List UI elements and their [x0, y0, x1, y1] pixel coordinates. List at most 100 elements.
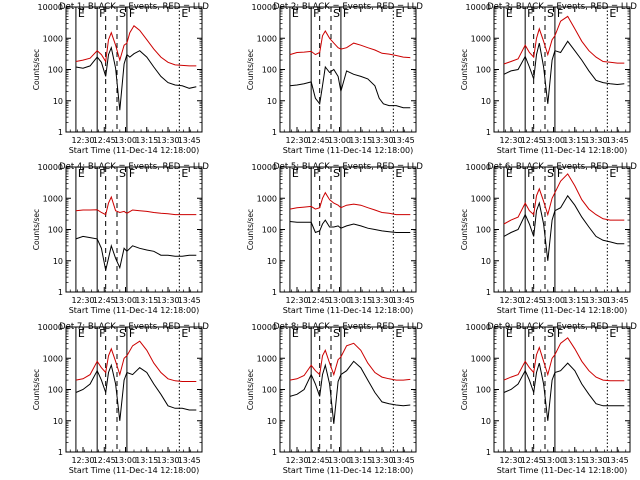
y-tick-label: 10 [267, 417, 277, 426]
x-tick-label: 12:45 [307, 136, 330, 145]
x-tick-label: 13:45 [606, 296, 629, 305]
interval-marker-label: S [547, 167, 554, 180]
panel-title: Det 1: BLACK = Events, RED = LLD [59, 2, 209, 12]
y-axis-label: Counts/sec [32, 369, 41, 410]
x-tick-label: 13:15 [349, 136, 372, 145]
detector-panel-2: 1 10 100 1000 10000 12:3012:4513:0013:1513:30… [246, 2, 423, 155]
interval-marker-label: E [292, 7, 299, 20]
x-tick-label: 13:00 [328, 456, 351, 465]
x-tick-label: 13:45 [606, 456, 629, 465]
lld-series-line [503, 173, 625, 225]
lld-series-line [503, 15, 625, 65]
interval-marker-label: E [506, 327, 513, 340]
y-tick-label: 10 [481, 417, 491, 426]
x-tick-label: 13:30 [156, 296, 179, 305]
x-tick-label: 13:30 [370, 136, 393, 145]
y-tick-label: 100 [476, 66, 491, 75]
y-tick-label: 1000 [257, 354, 277, 363]
plot-frame [65, 326, 203, 453]
x-tick-label: 13:30 [584, 456, 607, 465]
interval-marker-label: E [609, 7, 616, 20]
interval-marker-label: E [78, 327, 85, 340]
y-tick-label: 100 [48, 386, 63, 395]
panel-title: Det 6: BLACK = Events, RED = LLD [487, 162, 637, 172]
interval-marker-label: F [343, 327, 349, 340]
x-tick-label: 13:15 [135, 136, 158, 145]
interval-marker-label: E [506, 167, 513, 180]
detector-panel-7: 1 10 100 1000 10000 12:3012:4513:0013:1513:30… [32, 322, 209, 475]
x-tick-label: 12:45 [93, 296, 116, 305]
y-tick-label: 1000 [43, 354, 63, 363]
y-tick-label: 1 [272, 288, 277, 297]
lld-series-line [503, 337, 625, 382]
x-tick-label: 12:30 [285, 296, 308, 305]
events-series-line [503, 362, 625, 421]
y-tick-label: 1 [272, 448, 277, 457]
events-series-line [75, 363, 197, 421]
y-tick-label: 10 [53, 417, 63, 426]
x-tick-label: 13:30 [584, 296, 607, 305]
interval-marker-label: E [181, 167, 188, 180]
y-axis-label: Counts/sec [460, 209, 469, 250]
x-axis-label: Start Time (11-Dec-14 12:18:00) [497, 306, 628, 315]
y-tick-label: 10000 [38, 323, 63, 332]
detector-panel-8: 1 10 100 1000 10000 12:3012:4513:0013:1513:30… [246, 322, 423, 475]
lld-series-line [75, 340, 197, 382]
y-tick-label: 100 [262, 66, 277, 75]
events-series-line [75, 45, 197, 111]
events-series-line [289, 360, 411, 424]
x-tick-label: 13:45 [392, 456, 415, 465]
lld-series-line [75, 195, 197, 216]
lld-series-line [289, 191, 411, 216]
interval-marker-label: F [557, 167, 563, 180]
x-tick-label: 13:15 [135, 456, 158, 465]
interval-marker-label: E [609, 327, 616, 340]
y-tick-label: 100 [476, 226, 491, 235]
x-tick-label: 12:30 [499, 136, 522, 145]
y-tick-label: 100 [262, 226, 277, 235]
y-tick-label: 1 [486, 448, 491, 457]
interval-marker-label: F [343, 7, 349, 20]
y-tick-label: 10000 [38, 3, 63, 12]
x-tick-label: 12:45 [521, 136, 544, 145]
x-tick-label: 13:00 [114, 296, 137, 305]
plot-frame [279, 6, 417, 133]
x-axis-label: Start Time (11-Dec-14 12:18:00) [69, 466, 200, 475]
detector-panel-5: 1 10 100 1000 10000 12:3012:4513:0013:1513:30… [246, 162, 423, 315]
x-tick-label: 12:30 [71, 136, 94, 145]
panel-title: Det 4: BLACK = Events, RED = LLD [59, 162, 209, 172]
interval-marker-label: S [547, 327, 554, 340]
y-tick-label: 1000 [43, 34, 63, 43]
y-tick-label: 10000 [466, 3, 491, 12]
interval-marker-label: S [119, 7, 126, 20]
interval-marker-label: E [395, 7, 402, 20]
x-tick-label: 13:45 [606, 136, 629, 145]
y-tick-label: 10000 [252, 323, 277, 332]
interval-marker-label: F [527, 167, 533, 180]
y-tick-label: 10 [267, 257, 277, 266]
interval-marker-label: E [181, 7, 188, 20]
x-tick-label: 13:00 [542, 296, 565, 305]
y-tick-label: 1 [486, 128, 491, 137]
y-tick-label: 1000 [471, 354, 491, 363]
x-tick-label: 12:45 [521, 296, 544, 305]
interval-marker-label: F [527, 327, 533, 340]
events-series-line [503, 40, 625, 104]
interval-marker-label: F [129, 7, 135, 20]
y-tick-label: 1000 [257, 194, 277, 203]
interval-marker-label: F [129, 327, 135, 340]
x-tick-label: 13:00 [328, 296, 351, 305]
y-tick-label: 1 [58, 448, 63, 457]
interval-marker-label: S [333, 327, 340, 340]
x-tick-label: 13:30 [156, 136, 179, 145]
interval-marker-label: E [506, 7, 513, 20]
detector-panel-6: 1 10 100 1000 10000 12:3012:4513:0013:1513:30… [460, 162, 637, 315]
plot-frame [493, 326, 631, 453]
interval-marker-label: E [609, 167, 616, 180]
x-tick-label: 13:00 [542, 136, 565, 145]
interval-marker-label: S [547, 7, 554, 20]
events-series-line [503, 194, 625, 261]
plot-frame [279, 166, 417, 293]
panel-title: Det 9: BLACK = Events, RED = LLD [487, 322, 637, 332]
y-axis-label: Counts/sec [246, 369, 255, 410]
